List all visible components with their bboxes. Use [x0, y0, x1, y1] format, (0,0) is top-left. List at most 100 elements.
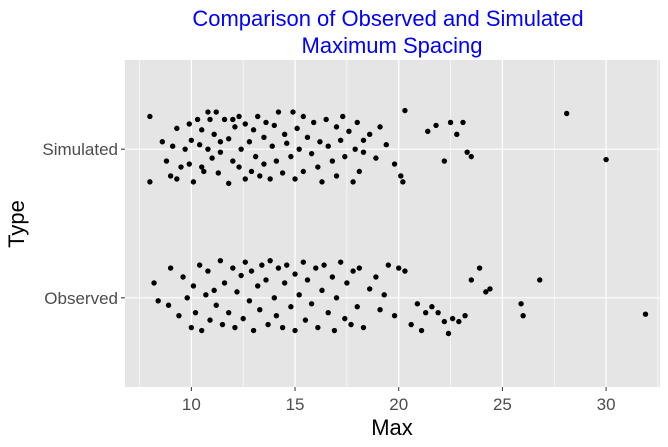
data-point-simulated — [255, 113, 261, 120]
data-point-simulated — [337, 137, 344, 143]
data-point-observed — [366, 286, 373, 292]
x-tick-label: 10 — [182, 395, 201, 414]
plot-panel — [125, 60, 660, 387]
data-point-simulated — [304, 134, 311, 140]
data-point-simulated — [213, 109, 219, 115]
data-point-observed — [203, 292, 209, 298]
x-tick-label: 30 — [597, 395, 616, 414]
chart-title-line-2: Maximum Spacing — [302, 33, 483, 58]
data-point-observed — [230, 265, 236, 271]
data-point-observed — [350, 268, 356, 274]
data-point-simulated — [169, 143, 176, 149]
data-point-observed — [396, 265, 402, 271]
data-point-simulated — [398, 173, 404, 179]
data-point-observed — [441, 318, 448, 325]
data-point-observed — [151, 280, 157, 286]
data-point-simulated — [236, 113, 242, 120]
data-point-simulated — [194, 116, 201, 123]
data-point-simulated — [340, 113, 346, 120]
data-point-simulated — [300, 168, 307, 175]
data-point-simulated — [279, 170, 286, 176]
data-point-simulated — [273, 158, 280, 164]
data-point-observed — [275, 265, 282, 271]
data-point-observed — [199, 327, 205, 334]
data-point-simulated — [199, 164, 205, 170]
data-point-observed — [331, 327, 338, 334]
data-point-observed — [360, 324, 367, 331]
x-axis-title: Max — [371, 415, 413, 440]
data-point-simulated — [433, 122, 439, 129]
x-tick-label: 15 — [286, 395, 305, 414]
axis-ticks — [121, 148, 607, 391]
data-point-simulated — [294, 125, 300, 132]
data-point-simulated — [217, 149, 224, 155]
data-point-observed — [300, 259, 307, 265]
data-point-simulated — [315, 164, 321, 170]
data-point-simulated — [207, 116, 213, 123]
data-point-observed — [165, 302, 172, 308]
data-point-observed — [192, 309, 199, 316]
data-point-simulated — [323, 116, 329, 123]
data-point-observed — [176, 312, 182, 319]
data-point-observed — [348, 321, 354, 328]
data-point-observed — [385, 262, 392, 268]
data-point-simulated — [199, 127, 205, 133]
chart-title-line-1: Comparison of Observed and Simulated — [192, 6, 583, 31]
data-point-observed — [232, 324, 238, 331]
data-point-observed — [319, 287, 325, 294]
data-point-simulated — [261, 134, 267, 140]
data-point-simulated — [232, 124, 238, 130]
data-point-simulated — [383, 142, 389, 148]
data-point-simulated — [236, 164, 242, 170]
data-point-simulated — [454, 131, 460, 138]
data-point-observed — [221, 280, 228, 286]
data-point-observed — [462, 312, 468, 319]
data-point-observed — [180, 274, 186, 280]
data-point-simulated — [201, 168, 207, 175]
data-point-observed — [325, 309, 331, 316]
data-point-observed — [259, 262, 265, 268]
data-point-observed — [246, 298, 253, 304]
data-point-observed — [281, 280, 288, 286]
data-point-simulated — [252, 153, 259, 160]
data-point-observed — [313, 265, 319, 271]
major-gridlines — [125, 60, 660, 387]
data-point-observed — [217, 257, 224, 264]
data-point-observed — [265, 321, 271, 328]
data-point-simulated — [174, 125, 180, 132]
data-point-simulated — [238, 146, 244, 152]
data-point-observed — [518, 301, 524, 307]
data-point-observed — [250, 327, 257, 334]
data-point-observed — [537, 277, 543, 283]
data-point-observed — [333, 295, 340, 301]
data-point-simulated — [402, 107, 408, 114]
x-tick-labels: 10 15 20 25 30 — [182, 395, 616, 414]
data-point-simulated — [354, 119, 360, 126]
data-point-simulated — [246, 139, 253, 145]
data-point-simulated — [215, 170, 222, 176]
data-point-observed — [342, 315, 348, 322]
data-point-simulated — [352, 146, 358, 152]
data-point-simulated — [292, 176, 298, 182]
data-point-observed — [422, 309, 429, 316]
data-point-observed — [225, 309, 232, 316]
data-point-simulated — [196, 142, 203, 148]
data-point-simulated — [346, 128, 352, 135]
data-point-simulated — [468, 153, 474, 160]
data-point-simulated — [356, 168, 363, 175]
data-point-observed — [238, 272, 244, 279]
data-point-observed — [167, 265, 174, 271]
data-point-observed — [402, 268, 408, 274]
data-point-simulated — [350, 179, 356, 185]
data-point-simulated — [147, 179, 153, 185]
data-point-simulated — [288, 153, 294, 160]
data-point-simulated — [360, 149, 367, 155]
data-point-simulated — [373, 155, 379, 161]
data-point-observed — [292, 271, 298, 277]
data-point-simulated — [317, 139, 323, 145]
data-point-observed — [429, 304, 435, 310]
data-point-simulated — [464, 149, 470, 155]
data-point-observed — [257, 307, 263, 313]
data-point-simulated — [333, 173, 340, 179]
